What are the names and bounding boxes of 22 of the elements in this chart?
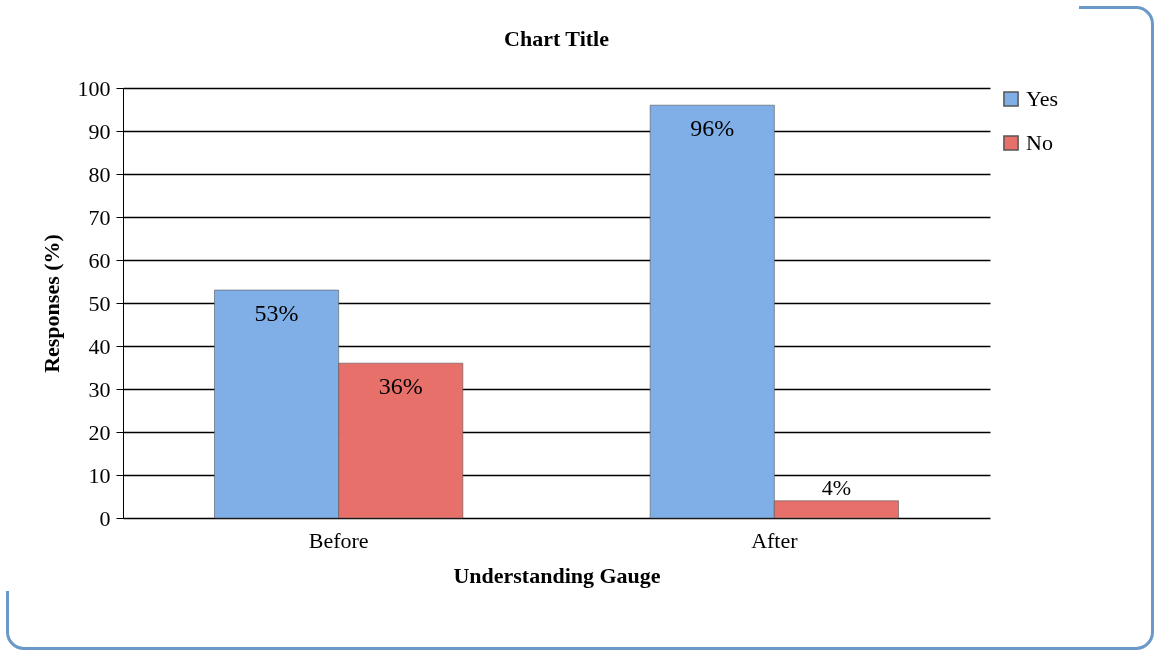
data-label: 36% [378, 373, 423, 400]
y-tick-label: 70 [88, 204, 111, 230]
chart-title: Chart Title [504, 26, 610, 51]
data-label: 53% [254, 300, 299, 327]
y-tick-label: 80 [88, 161, 111, 187]
y-tick-label: 10 [88, 462, 111, 488]
y-tick-label: 100 [77, 75, 111, 101]
data-label: 96% [690, 115, 735, 142]
y-tick-label: 60 [88, 247, 111, 273]
y-tick-label: 30 [88, 376, 111, 402]
y-tick-label: 90 [88, 118, 111, 144]
y-tick-label: 50 [88, 290, 111, 316]
y-axis-title: Responses (%) [38, 234, 64, 373]
data-label: 4% [821, 474, 852, 500]
y-tick-label: 40 [88, 333, 111, 359]
x-axis-title: Understanding Gauge [453, 562, 661, 588]
y-tick-label: 20 [88, 419, 111, 445]
y-tick-label: 0 [99, 505, 111, 531]
x-tick-label: After [751, 527, 799, 553]
x-tick-label: Before [308, 527, 369, 553]
legend-label: No [1026, 130, 1053, 155]
legend-label: Yes [1026, 86, 1059, 111]
